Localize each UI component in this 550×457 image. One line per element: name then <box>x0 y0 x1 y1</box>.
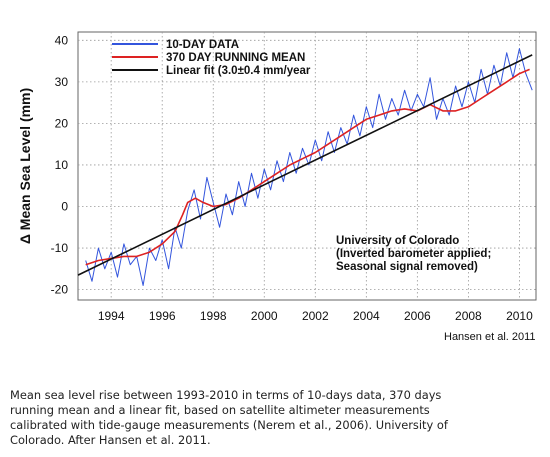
x-tick-label: 1994 <box>98 309 125 323</box>
y-tick-label: 30 <box>55 75 69 89</box>
credit-label: Hansen et al. 2011 <box>444 331 536 343</box>
sea-level-chart: 1994 1996 1998 2000 2002 2004 2006 2008 2010-20-… <box>17 31 537 323</box>
x-tick-label: 1996 <box>149 309 176 323</box>
x-tick-label: 2010 <box>506 309 533 323</box>
x-tick-label: 2008 <box>455 309 482 323</box>
y-tick-label: 0 <box>61 200 68 214</box>
caption-line: Colorado. After Hansen et al. 2011. <box>10 433 211 447</box>
y-tick-label: 40 <box>55 33 69 47</box>
y-tick-label: -20 <box>51 283 69 297</box>
caption-line: Mean sea level rise between 1993-2010 in… <box>10 388 442 402</box>
y-tick-label: -10 <box>51 241 69 255</box>
y-tick-label: 10 <box>55 158 69 172</box>
x-tick-label: 2002 <box>302 309 329 323</box>
legend-label: Linear fit (3.0±0.4 mm/year <box>166 65 311 77</box>
annotation-line: Seasonal signal removed) <box>336 261 478 273</box>
legend-label: 10-DAY DATA <box>166 39 239 51</box>
caption-line: running mean and a linear fit, based on … <box>10 403 430 417</box>
caption-line: calibrated with tide-gauge measurements … <box>10 418 448 432</box>
legend-label: 370 DAY RUNNING MEAN <box>166 52 305 64</box>
y-tick-label: 20 <box>55 116 69 130</box>
x-tick-label: 2006 <box>404 309 431 323</box>
annotation-line: (Inverted barometer applied; <box>336 248 491 260</box>
figure-caption: Mean sea level rise between 1993-2010 in… <box>10 388 510 448</box>
plot-area <box>77 31 537 301</box>
annotation-line: University of Colorado <box>336 235 459 247</box>
x-tick-label: 1998 <box>200 309 227 323</box>
series-line <box>85 48 533 286</box>
y-axis-label: Δ Mean Sea Level (mm) <box>17 88 33 244</box>
series-line <box>77 54 533 276</box>
x-tick-label: 2000 <box>251 309 278 323</box>
x-tick-label: 2004 <box>353 309 380 323</box>
series-line <box>85 68 530 266</box>
